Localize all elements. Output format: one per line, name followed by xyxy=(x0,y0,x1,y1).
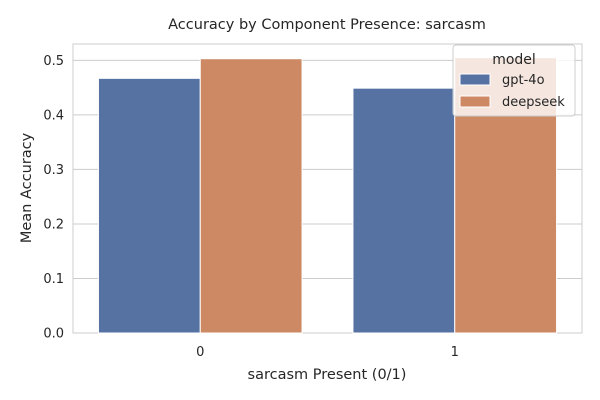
x-axis-label: sarcasm Present (0/1) xyxy=(248,367,407,383)
bar-gpt-4o-0 xyxy=(97,77,201,334)
y-tick-label: 0.4 xyxy=(43,108,64,123)
legend-items: gpt-4o deepseek xyxy=(459,73,565,110)
bar-gpt-4o-1 xyxy=(352,87,456,334)
bar-deepseek-0 xyxy=(199,58,303,334)
legend-label: gpt-4o xyxy=(502,73,545,88)
chart-title: Accuracy by Component Presence: sarcasm xyxy=(168,17,486,33)
y-axis-label: Mean Accuracy xyxy=(19,132,35,243)
legend-title: model xyxy=(492,52,536,68)
x-tick-label: 0 xyxy=(196,345,204,360)
y-tick-label: 0.2 xyxy=(43,217,64,232)
y-tick-label: 0.5 xyxy=(43,54,64,69)
y-tick-label: 0.1 xyxy=(43,272,64,287)
y-tick-label: 0.3 xyxy=(43,163,64,178)
legend-swatch xyxy=(459,95,491,108)
legend-label: deepseek xyxy=(502,95,565,110)
legend-swatch xyxy=(459,73,491,86)
x-tick-label: 1 xyxy=(451,345,459,360)
legend: model gpt-4o deepseek xyxy=(452,44,576,117)
y-tick-label: 0.0 xyxy=(43,327,64,342)
y-ticks: 0.0 0.1 0.2 0.3 0.4 0.5 xyxy=(43,54,64,342)
